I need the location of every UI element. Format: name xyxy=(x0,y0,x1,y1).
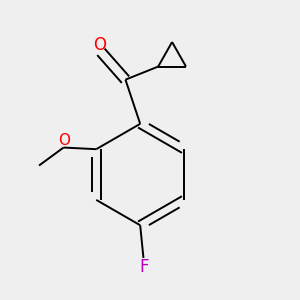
Text: O: O xyxy=(93,36,106,54)
Text: F: F xyxy=(140,258,149,276)
Text: O: O xyxy=(58,133,70,148)
